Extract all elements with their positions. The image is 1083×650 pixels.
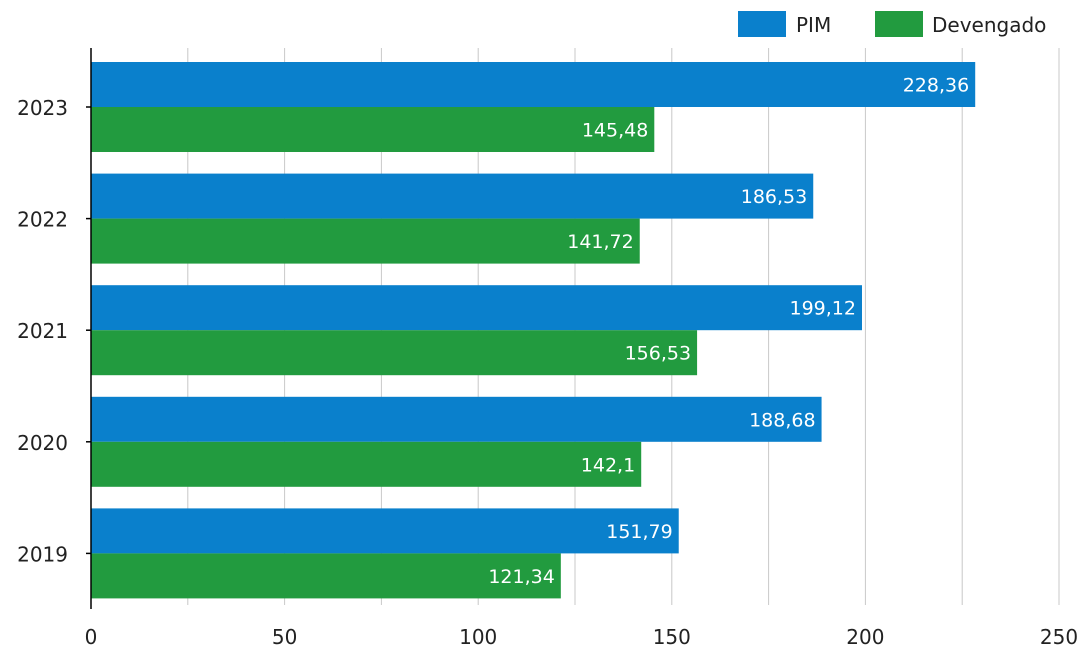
y-tick-label: 2021: [17, 319, 68, 343]
y-tick-label: 2023: [17, 96, 68, 120]
x-tick-label: 250: [1040, 625, 1078, 649]
data-label: 199,12: [790, 298, 856, 320]
y-tick-label: 2019: [17, 542, 68, 566]
bar-devengado-2022: [91, 218, 640, 264]
bar-pim-2021: [91, 285, 862, 331]
legend-label-pim: PIM: [796, 13, 831, 37]
x-tick-label: 150: [653, 625, 691, 649]
bar-devengado-2020: [91, 441, 642, 487]
x-tick-label: 0: [85, 625, 98, 649]
bar-pim-2020: [91, 396, 822, 442]
x-tick-label: 100: [459, 625, 497, 649]
bar-devengado-2023: [91, 107, 655, 152]
bar-pim-2022: [91, 173, 814, 219]
data-label: 186,53: [741, 186, 807, 208]
bar-pim-2023: [91, 62, 976, 107]
x-tick-label: 200: [846, 625, 884, 649]
bar-pim-2019: [91, 508, 679, 554]
data-label: 145,48: [582, 120, 648, 142]
data-label: 121,34: [488, 566, 554, 588]
legend-swatch-devengado: [875, 11, 923, 37]
data-label: 142,1: [581, 454, 635, 476]
y-tick-label: 2020: [17, 431, 68, 455]
data-label: 156,53: [625, 343, 691, 365]
legend-label-devengado: Devengado: [932, 13, 1046, 37]
data-label: 141,72: [567, 231, 633, 253]
data-label: 151,79: [606, 521, 672, 543]
x-tick-label: 50: [272, 625, 297, 649]
legend-swatch-pim: [738, 11, 786, 37]
data-label: 188,68: [749, 409, 815, 431]
y-tick-label: 2022: [17, 208, 68, 232]
bar-devengado-2021: [91, 330, 698, 376]
bar-devengado-2019: [91, 553, 561, 599]
data-label: 228,36: [903, 75, 969, 97]
